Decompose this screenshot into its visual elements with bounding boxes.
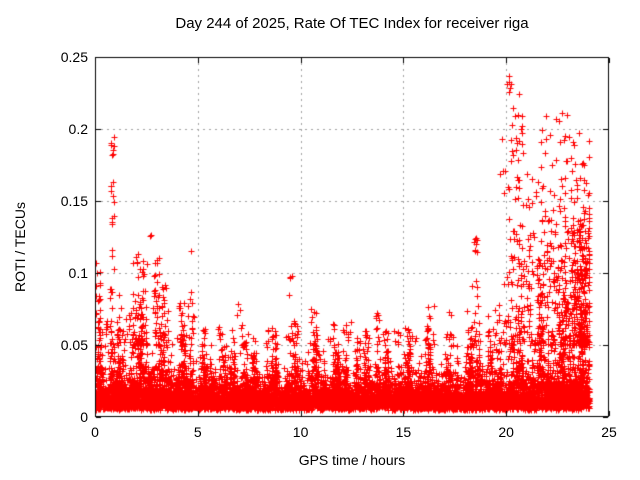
x-axis-label: GPS time / hours	[298, 452, 406, 468]
y-tick-label: 0.05	[60, 337, 88, 353]
y-tick-label: 0	[80, 409, 88, 425]
y-tick-label: 0.1	[68, 265, 88, 281]
y-tick-label: 0.2	[68, 121, 88, 137]
x-tick-label: 25	[601, 424, 617, 440]
y-tick-label: 0.25	[60, 49, 88, 65]
x-tick-label: 0	[91, 424, 99, 440]
y-tick-label: 0.15	[60, 193, 88, 209]
x-tick-label: 10	[292, 424, 309, 440]
x-tick-label: 15	[395, 424, 412, 440]
x-tick-label: 20	[498, 424, 514, 440]
x-tick-label: 5	[193, 424, 202, 440]
chart-title: Day 244 of 2025, Rate Of TEC Index for r…	[175, 15, 529, 32]
